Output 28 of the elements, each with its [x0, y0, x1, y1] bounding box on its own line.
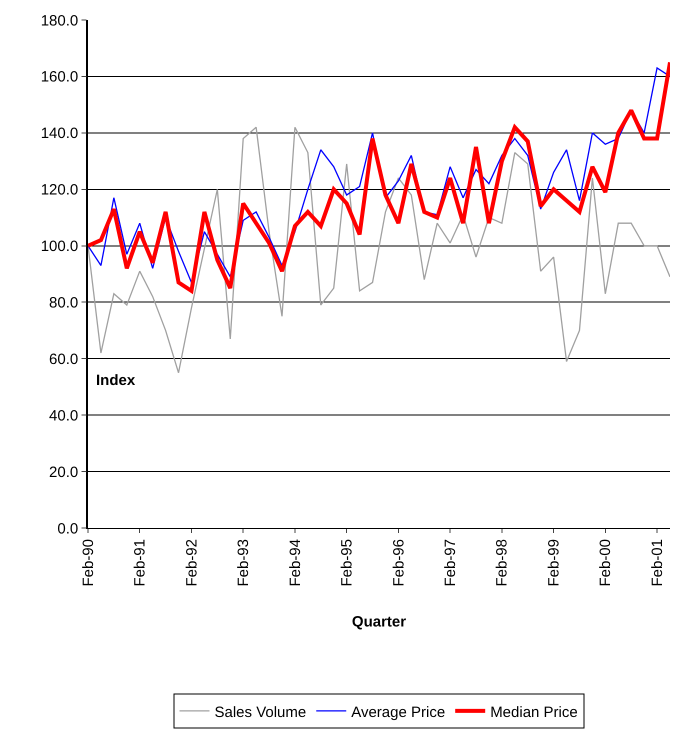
legend-label: Median Price: [490, 704, 578, 721]
x-tick-label: Feb-90: [80, 539, 97, 587]
y-tick-label: 180.0: [40, 12, 78, 30]
y-tick-label: 140.0: [40, 125, 78, 142]
line-series: [88, 126, 670, 374]
x-tick-label: Feb-98: [494, 539, 511, 587]
y-tick-label: 80.0: [49, 294, 78, 312]
y-tick-label: 60.0: [49, 350, 78, 368]
legend-label: Average Price: [351, 704, 446, 721]
x-tick-label: Feb-94: [286, 539, 304, 587]
x-tick-label: Feb-00: [597, 539, 614, 587]
x-tick-label: Feb-01: [648, 539, 666, 587]
y-tick-label: 160.0: [40, 68, 78, 86]
annotation: Index: [96, 372, 136, 389]
x-tick-label: Feb-97: [442, 539, 460, 587]
x-tick-label: Feb-93: [235, 539, 252, 587]
x-tick-label: Feb-95: [338, 539, 356, 587]
y-tick-label: 0.0: [57, 520, 78, 538]
legend-label: Sales Volume: [214, 704, 306, 721]
y-tick-label: 100.0: [40, 238, 78, 256]
x-tick-label: Feb-99: [545, 539, 562, 587]
x-axis-title: Quarter: [352, 614, 406, 631]
x-tick-label: Feb-96: [390, 539, 408, 587]
y-tick-label: 120.0: [40, 182, 78, 199]
x-tick-label: Feb-92: [183, 539, 200, 587]
x-tick-label: Feb-91: [132, 539, 149, 587]
y-tick-label: 20.0: [49, 464, 78, 481]
y-tick-label: 40.0: [49, 407, 78, 424]
